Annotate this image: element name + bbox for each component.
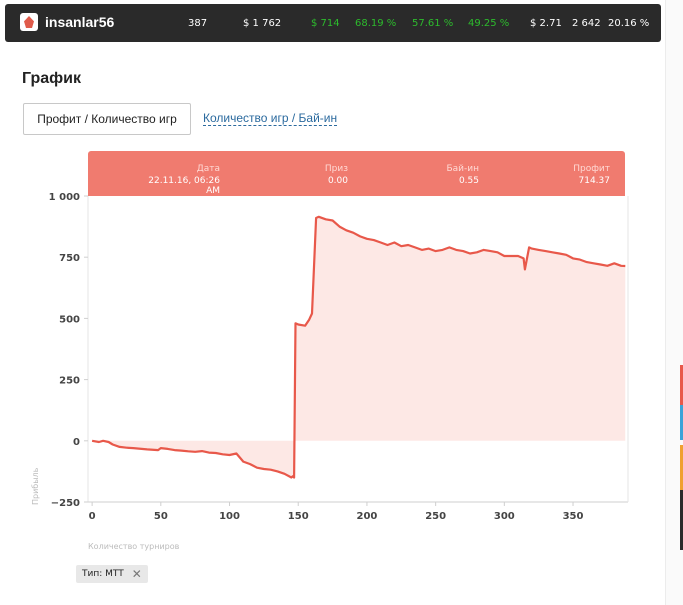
- x-tick-label: 250: [425, 511, 446, 522]
- tooltip-date-value: 22.11.16, 06:26 AM: [148, 176, 220, 196]
- room-logo-icon: [20, 13, 38, 31]
- side-marker: [680, 445, 683, 490]
- y-tick-label: 0: [73, 437, 80, 448]
- x-tick-label: 50: [154, 511, 168, 522]
- side-panel-edge: [665, 0, 683, 605]
- player-name[interactable]: insanlar56: [45, 14, 115, 30]
- filter-chip-label: Тип: MTT: [82, 569, 124, 579]
- tooltip-prize: Приз 0.00: [298, 164, 348, 186]
- tooltip-prize-label: Приз: [324, 164, 348, 174]
- stat-profit: $ 714: [311, 18, 340, 29]
- x-tick-label: 100: [219, 511, 240, 522]
- x-tick-label: 200: [356, 511, 377, 522]
- profit-area: [92, 216, 626, 478]
- tab-games-buyin[interactable]: Количество игр / Бай-ин: [203, 111, 338, 126]
- y-axis-label: Прибыль: [31, 467, 40, 505]
- x-tick-label: 300: [494, 511, 515, 522]
- tooltip-prize-value: 0.00: [327, 176, 348, 186]
- x-tick-label: 150: [288, 511, 309, 522]
- close-icon[interactable]: ✕: [131, 567, 142, 581]
- side-marker: [680, 490, 683, 550]
- tooltip-date: Дата 22.11.16, 06:26 AM: [132, 164, 220, 196]
- stat-percent-2: 57.61 %: [412, 18, 454, 29]
- tooltip-buyin-value: 0.55: [458, 176, 479, 186]
- player-header-bar: insanlar56 387 $ 1 762 $ 714 68.19 % 57.…: [5, 4, 661, 42]
- y-tick-label: 500: [59, 314, 80, 325]
- tab-profit-games[interactable]: Профит / Количество игр: [23, 103, 191, 135]
- filter-chip-type[interactable]: Тип: MTT ✕: [76, 565, 148, 583]
- chart-tooltip: Дата 22.11.16, 06:26 AM Приз 0.00 Бай-ин…: [88, 151, 625, 196]
- tooltip-profit-label: Профит: [573, 164, 610, 174]
- y-tick-label: 1 000: [49, 192, 80, 203]
- tooltip-profit: Профит 714.37: [550, 164, 610, 186]
- stat-buyins: $ 1 762: [243, 18, 282, 29]
- stat-percent-3: 49.25 %: [468, 18, 510, 29]
- x-axis-label: Количество турниров: [88, 542, 180, 551]
- page-title: График: [22, 70, 81, 87]
- stat-tournaments: 387: [188, 18, 208, 29]
- stat-percent-1: 68.19 %: [355, 18, 397, 29]
- stat-roi: 20.16 %: [608, 18, 650, 29]
- y-tick-label: −250: [51, 498, 80, 509]
- side-marker: [680, 365, 683, 405]
- tooltip-profit-value: 714.37: [578, 176, 611, 186]
- x-tick-label: 0: [89, 511, 96, 522]
- side-marker: [680, 405, 683, 440]
- stat-avg-buyin: $ 2.71: [530, 18, 562, 29]
- tab-label: Профит / Количество игр: [37, 112, 177, 126]
- profit-line: [91, 215, 626, 479]
- stat-count: 2 642: [572, 18, 601, 29]
- x-tick-label: 350: [563, 511, 584, 522]
- y-tick-label: 750: [59, 253, 80, 264]
- tooltip-date-label: Дата: [196, 164, 220, 174]
- tooltip-buyin: Бай-ин 0.55: [428, 164, 479, 186]
- y-tick-label: 250: [59, 376, 80, 387]
- tooltip-buyin-label: Бай-ин: [446, 164, 479, 174]
